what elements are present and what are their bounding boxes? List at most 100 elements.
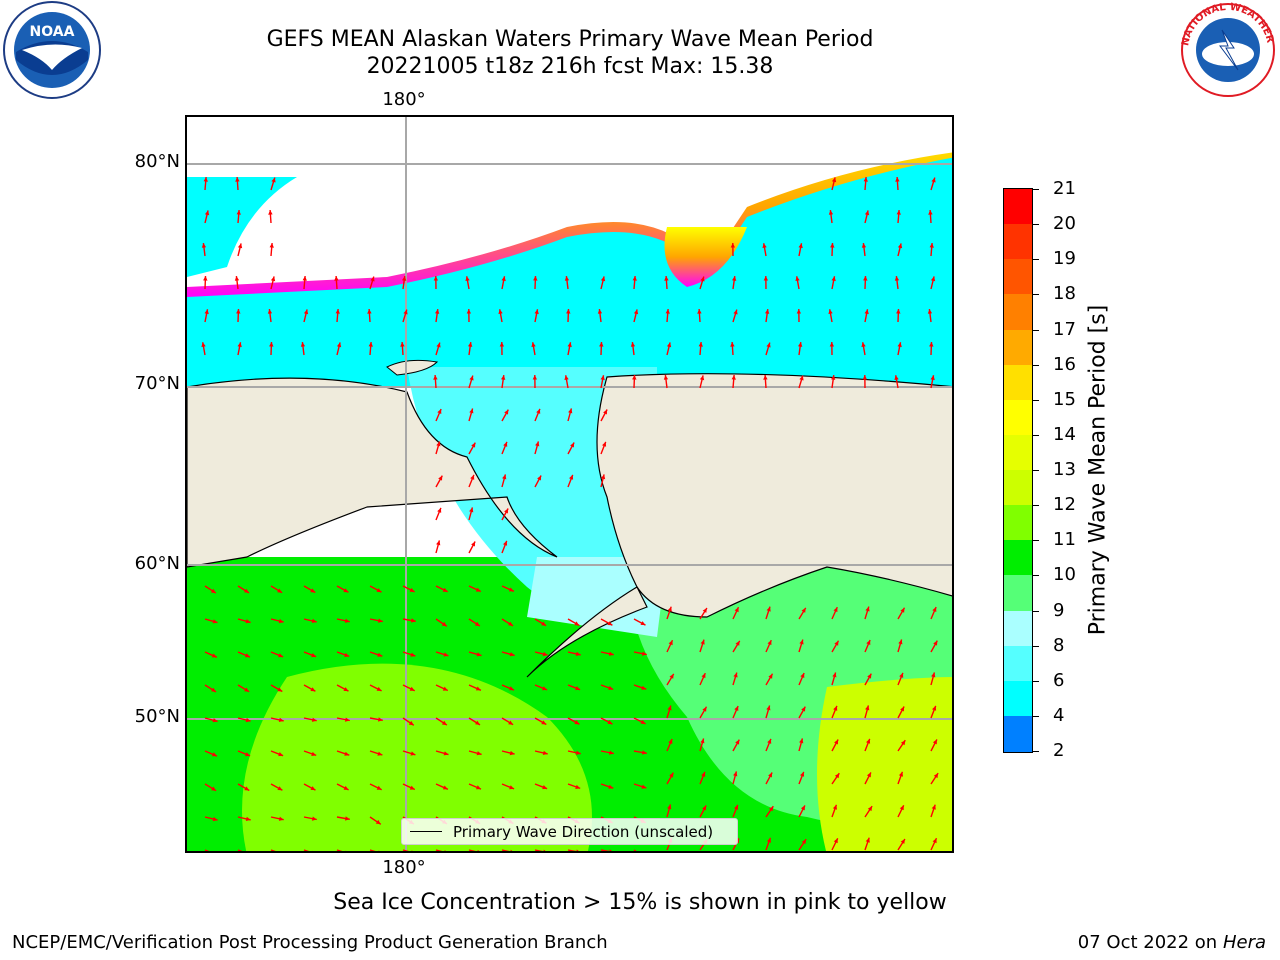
wave-vector-head [368,342,373,347]
wave-vector-head [542,651,548,657]
wave-vector-head [599,342,604,347]
wave-vector-head [270,276,276,282]
colorbar-tick [1033,645,1039,647]
wave-vector-head [833,607,838,613]
sea-ice-pack [187,117,952,287]
wave-vector-head [865,705,870,711]
colorbar-tick [1033,399,1039,401]
colorbar-tick-label: 6 [1053,669,1065,691]
wave-vector-head [833,838,838,844]
wave-vector-head [267,309,273,314]
wave-vector-head [279,850,280,851]
wave-vector-head [237,243,243,249]
wave-vector-head [378,850,380,851]
colorbar-segment [1004,224,1032,260]
wave-vector-head [211,653,217,658]
wave-vector-head [609,849,613,851]
wave-vector-head [834,640,839,646]
wave-vector-head [900,839,905,844]
wave-vector-head [930,276,936,282]
wave-vector-head [931,804,936,810]
wave-vector-head [245,619,251,624]
wave-vector-head [898,771,903,777]
colorbar-tick-label: 20 [1053,213,1076,235]
host-name: Hera [1222,932,1266,953]
wave-vector-head [800,805,805,811]
wave-vector-head [900,740,906,746]
wave-vector-head [433,375,438,380]
wave-vector-head [442,686,448,691]
wave-vector-head [466,309,471,314]
wave-vector-head [701,673,706,679]
wave-vector-head [408,720,414,726]
lat-label-70: 70°N [134,373,180,394]
wave-vector-head [345,816,350,821]
wave-vector-head [600,276,606,282]
colorbar-segment [1004,329,1032,366]
wave-vector-head [245,717,251,723]
wave-vector-head [664,276,669,281]
wave-vector-head [271,177,276,183]
wave-vector-head [735,640,740,646]
date-value: 07 Oct 2022 on [1077,932,1218,953]
colorbar-tick-label: 9 [1053,599,1065,621]
wave-vector-head [367,309,372,314]
wave-vector-head [932,607,937,612]
wave-vector-head [441,720,447,726]
wave-vector-head [409,686,415,691]
wave-vector-head [608,651,614,656]
land-alaska [596,373,952,618]
wave-vector-head [543,849,546,851]
wave-vector-head [733,672,738,678]
wave-vector-head [443,751,449,756]
wave-vector-head [666,342,672,348]
wave-vector-head [829,342,834,347]
wave-vector-head [575,686,581,691]
wave-vector-head [377,751,383,756]
wave-vector-head [734,706,739,711]
wave-vector-head [469,408,474,414]
wave-vector-head [245,752,251,757]
wave-vector-head [899,805,904,811]
wave-vector-head [509,686,514,691]
wave-vector-head [204,309,209,315]
wave-vector [303,849,310,851]
lon-label-bottom: 180° [382,857,426,878]
wave-vector-head [268,210,273,215]
wave-vector-head [932,739,937,745]
wave-vector-head [574,621,580,626]
wave-vector-head [702,608,707,613]
wave-vector-head [667,804,672,810]
wave-vector-head [212,851,217,853]
wave-vector-head [311,816,317,821]
wave-vector-head [201,342,206,347]
wave-vector-head [343,588,349,593]
wave-vector-head [766,837,771,843]
wave-vector [369,849,376,851]
wave-vector-head [437,507,442,513]
wave-vector-head [861,342,866,347]
wave-vector-head [799,375,804,381]
wave-vector-head [444,850,446,851]
wave-vector-head [864,309,869,315]
wave-direction-vectors [201,176,939,853]
wave-vector-head [700,639,705,645]
wave-vector-head [542,686,548,691]
wave-vector-head [597,309,603,314]
wave-vector-head [867,806,873,812]
wave-vector-head [437,409,442,414]
wave-vector-head [642,750,647,755]
wave-vector-head [669,673,674,679]
wave-vector-head [731,375,736,380]
wave-vector-head [630,342,636,347]
wave-vector-head [204,210,210,216]
wave-vector-head [531,342,536,347]
wave-vector-head [800,771,805,777]
wave-vector-head [509,750,515,756]
land-chukotka [187,377,558,568]
wave-vector-head [566,309,571,314]
wave-vector-head [211,687,216,692]
map-panel [185,115,954,853]
wave-vector-head [410,751,416,756]
wave-vector-head [575,750,581,755]
